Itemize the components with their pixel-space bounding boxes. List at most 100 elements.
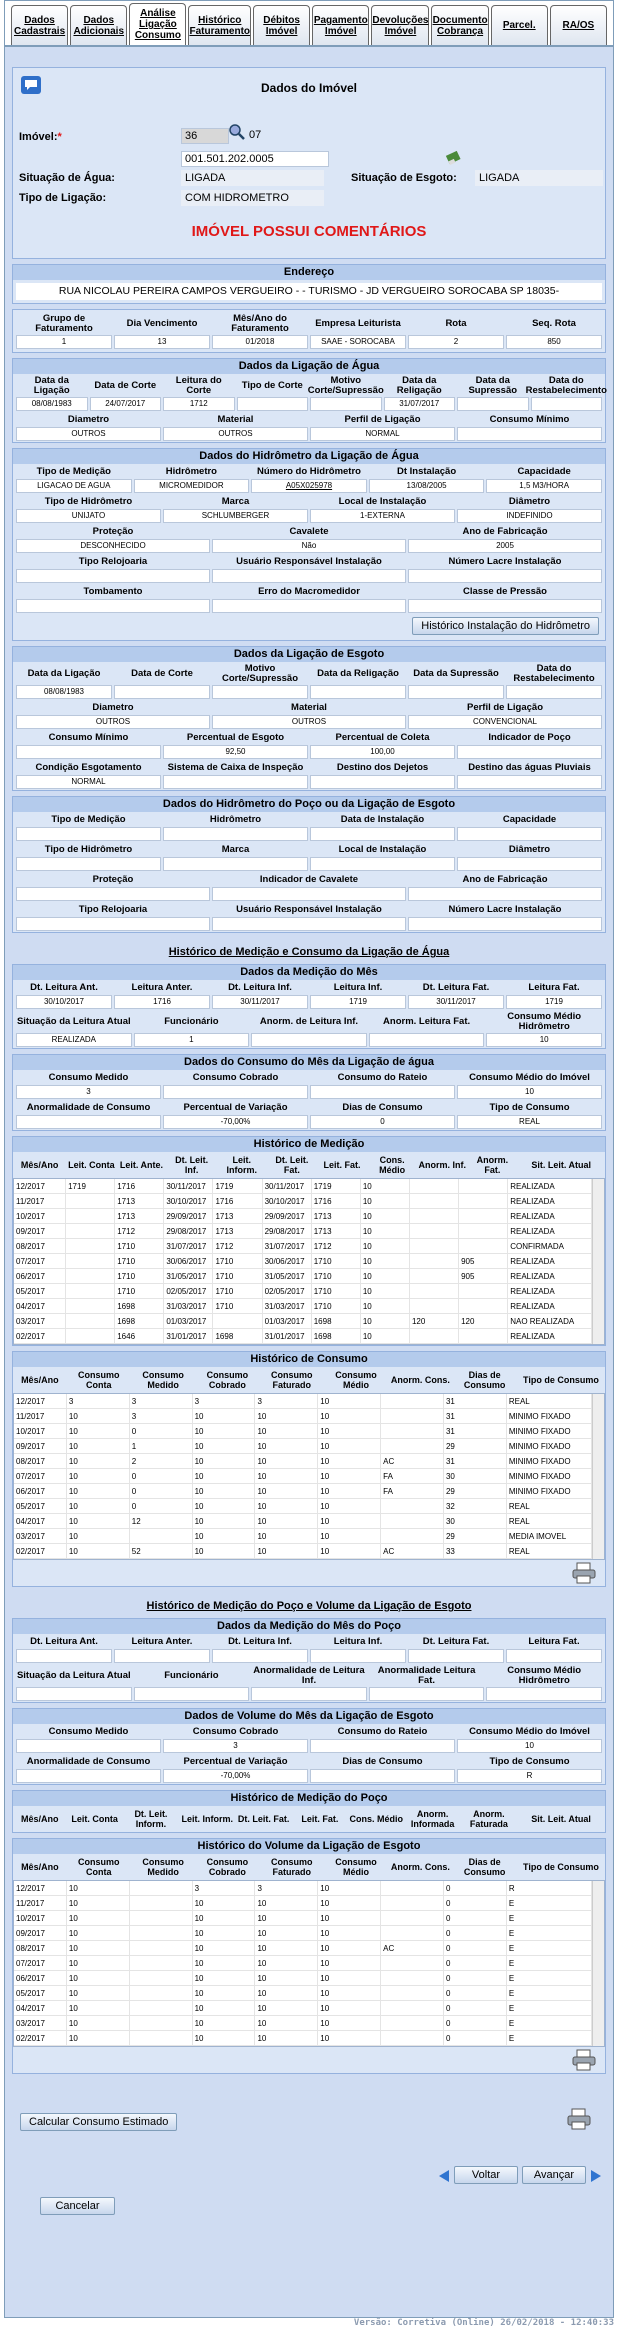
tab[interactable]: Documento Cobrança: [431, 5, 489, 45]
field: Tipo de Hidrômetro: [16, 843, 161, 871]
table-cell: AC: [380, 1543, 444, 1559]
field-label: Data do Restabelecimento: [525, 375, 607, 396]
field: Tipo Relojoaria: [16, 903, 210, 931]
field: Tipo de Consumo REAL: [457, 1101, 602, 1129]
next-button[interactable]: Avançar: [522, 2166, 586, 2184]
field: Hidrômetro MICROMEDIDOR: [133, 465, 250, 493]
field-label: Tombamento: [83, 586, 143, 597]
field: Data da Supressão: [408, 663, 504, 699]
tab[interactable]: Histórico Faturamento: [188, 5, 252, 45]
table-cell: 1710: [212, 1283, 263, 1299]
localidade-input[interactable]: 36: [181, 128, 229, 144]
field: Tombamento: [16, 585, 210, 613]
table-cell: REALIZADA: [507, 1268, 592, 1284]
setor-text: 07: [249, 129, 262, 141]
field-label: Sistema de Caixa de Inspeção: [167, 762, 304, 773]
table-panel: Histórico de Medição Mês/Ano Leit. Conta Le…: [12, 1136, 606, 1346]
field: Hidrômetro: [163, 813, 308, 841]
tab[interactable]: Análise Ligação Consumo: [129, 3, 187, 45]
comment-icon[interactable]: [21, 76, 41, 94]
table-cell: 10: [360, 1283, 410, 1299]
field-value: [16, 1687, 132, 1701]
field-value: [457, 827, 602, 841]
table-cell: 10: [360, 1253, 410, 1269]
tab[interactable]: RA/OS: [549, 5, 607, 45]
field-label: Indicador de Poço: [488, 732, 571, 743]
table-row: 04/2017 10 12 10 10 10 30 REAL: [14, 1513, 593, 1529]
table-cell: REALIZADA: [507, 1193, 592, 1209]
field-value: [310, 827, 455, 841]
fields-panel: Dados do Hidrômetro da Ligação de Água Ti…: [12, 448, 606, 641]
calculate-button[interactable]: Calcular Consumo Estimado: [20, 2113, 178, 2131]
back-button[interactable]: Voltar: [454, 2166, 518, 2184]
printer-icon[interactable]: [571, 2049, 597, 2071]
table-body: 12/2017 3 3 3 3 10 31 REAL 11/2017 10 3 10 10 10 31 MIN…: [13, 1393, 605, 1560]
table-row: 07/2017 1710 30/06/2017 1710 30/06/2017 1710 1…: [14, 1253, 592, 1269]
field-value: 100,00: [310, 745, 455, 759]
tab[interactable]: Dados Adicionais: [70, 5, 128, 45]
tab[interactable]: Pagamento Imóvel: [312, 5, 370, 45]
field-label: Hidrômetro: [209, 814, 262, 825]
inscricao-input[interactable]: 001.501.202.0005: [181, 151, 329, 167]
table-cell: 52: [129, 1543, 193, 1559]
printer-icon[interactable]: [571, 1562, 597, 1584]
back-arrow[interactable]: [438, 2169, 450, 2183]
table-cell: 05/2017: [14, 1985, 67, 2001]
field-value: [16, 827, 161, 841]
column-header: Mês/Ano: [13, 1367, 67, 1393]
table-cell: 04/2017: [14, 1513, 67, 1529]
column-header: Tipo de Consumo: [516, 1854, 605, 1880]
tab[interactable]: Dados Cadastrais: [11, 5, 69, 45]
history-button[interactable]: Histórico Instalação do Hidrômetro: [412, 617, 599, 635]
table-cell: 10: [192, 1438, 256, 1454]
table-cell: 10: [317, 1423, 382, 1439]
table-row: 07/2017 10 0 10 10 10 FA 30 MINIMO FIXADO: [14, 1468, 593, 1484]
cancel-button[interactable]: Cancelar: [40, 2197, 115, 2215]
field: Local de Instalação: [310, 843, 455, 871]
field-label: Dt Instalação: [397, 466, 457, 477]
field-label: Leitura Fat.: [528, 982, 580, 993]
field-row: Tipo de Hidrômetro UNIJATO Marca SCHLUMBERG…: [13, 494, 605, 524]
tab[interactable]: Débitos Imóvel: [253, 5, 311, 45]
field-value: 1712: [163, 397, 235, 411]
table-cell: 31/01/2017: [262, 1328, 312, 1344]
tab[interactable]: Parcel.: [490, 5, 548, 45]
field: Leitura Inf. 1719: [310, 981, 406, 1009]
table-cell: 09/2017: [14, 1438, 67, 1454]
field-value[interactable]: A05X025978: [251, 479, 367, 493]
field-value: [251, 1033, 367, 1047]
panel-title: Dados da Medição do Mês do Poço: [13, 1619, 605, 1634]
field-value: [486, 1687, 602, 1701]
table-cell: [65, 1328, 116, 1344]
table-cell: 1698: [311, 1313, 361, 1329]
table-cell: 10: [254, 1498, 319, 1514]
table-cell: 07/2017: [14, 1955, 67, 1971]
table-cell: [380, 2030, 444, 2046]
column-header: Anorm. Fat.: [467, 1152, 518, 1178]
field-label: Motivo Corte/Supressão: [221, 663, 299, 684]
table-cell: 10: [317, 1483, 382, 1499]
table-cell: 0: [129, 1423, 193, 1439]
table-cell: 29/09/2017: [163, 1208, 214, 1224]
clear-icon[interactable]: [445, 149, 461, 165]
field-label: Consumo Mínimo: [48, 732, 129, 743]
field: Consumo Medido 3: [16, 1071, 161, 1099]
search-icon[interactable]: [228, 123, 246, 141]
field-value: [408, 599, 602, 613]
field-label: Cavalete: [289, 526, 329, 537]
table-cell: 04/2017: [14, 2000, 67, 2016]
table-cell: 10: [317, 2000, 382, 2016]
table-cell: 02/05/2017: [262, 1283, 312, 1299]
field-label: Leitura Anter.: [131, 1636, 193, 1647]
tab[interactable]: Devoluções Imóvel: [371, 5, 430, 45]
tab-bar: Dados Cadastrais Dados Adicionais Análise …: [5, 1, 613, 47]
table-row: 12/2017 10 3 3 10 0 R: [14, 1881, 593, 1896]
table-row: 09/2017 1712 29/08/2017 1713 29/08/2017 1713 1…: [14, 1223, 592, 1239]
field-label: Situação de Esgoto:: [351, 172, 457, 184]
header-row: Mês/Ano Consumo Conta Consumo Medido Consum…: [13, 1854, 605, 1880]
panel-title: Endereço: [13, 265, 605, 280]
printer-icon[interactable]: [566, 2107, 592, 2131]
next-arrow[interactable]: [590, 2169, 602, 2183]
field: Consumo Médio Hidrômetro 10: [486, 1011, 602, 1047]
header-row: Mês/Ano Leit. Conta Leit. Ante. Dt. Leit. I…: [13, 1152, 605, 1178]
